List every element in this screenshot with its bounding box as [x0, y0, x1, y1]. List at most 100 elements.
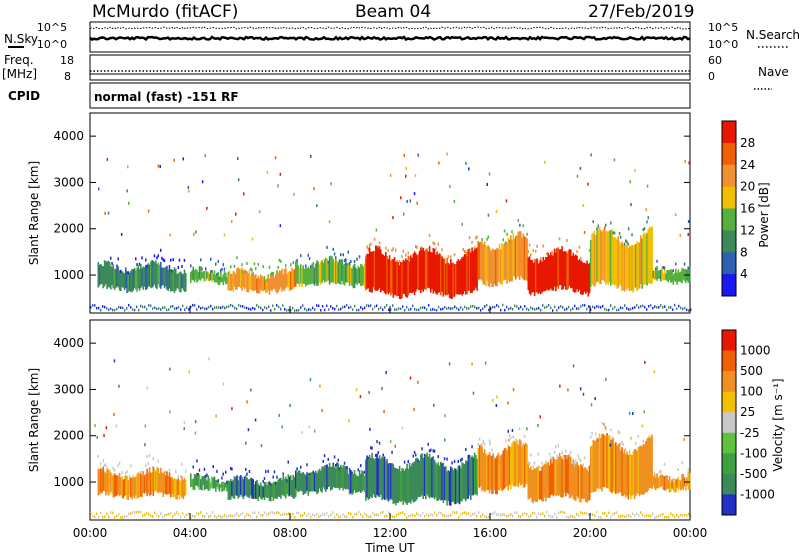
power-near-range-echo	[354, 304, 356, 308]
power-near-range-echo	[114, 308, 116, 312]
power-echo-cell	[112, 264, 115, 289]
power-near-range-echo	[624, 304, 626, 307]
velocity-echo-cell	[435, 462, 437, 498]
power-echo-cell	[180, 271, 182, 293]
power-near-range-echo	[536, 307, 538, 310]
power-near-range-echo	[146, 307, 148, 311]
velocity-echo-cell	[591, 445, 593, 492]
power-echo-cell	[548, 255, 551, 291]
velocity-near-range-echo	[520, 515, 522, 518]
velocity-echo-cell	[602, 434, 605, 487]
velocity-echo-cell	[298, 470, 301, 492]
velocity-echo-cell	[581, 465, 583, 499]
velocity-echo-speckle	[145, 464, 147, 468]
velocity-echo-cell	[542, 465, 545, 502]
power-echo-cell	[333, 261, 336, 283]
power-near-range-echo	[526, 307, 528, 311]
power-echo-cell	[587, 264, 590, 297]
power-echo-cell	[291, 267, 293, 290]
velocity-echo-cell	[170, 477, 172, 498]
velocity-near-range-echo	[584, 511, 586, 515]
power-echo-cell	[510, 235, 512, 282]
velocity-echo-cell	[322, 467, 325, 488]
velocity-near-range-echo	[600, 516, 602, 519]
power-near-range-echo	[118, 306, 120, 309]
power-echo-cell	[613, 237, 616, 286]
velocity-near-range-echo	[472, 512, 474, 516]
power-echo-cell	[421, 249, 423, 290]
power-echo-speckle	[200, 258, 202, 262]
velocity-echo-cell	[675, 479, 677, 493]
velocity-echo-cell	[101, 469, 103, 494]
velocity-echo-cell	[575, 463, 577, 501]
velocity-echo-cell	[117, 475, 120, 495]
power-echo-cell	[632, 245, 635, 293]
velocity-near-range-echo	[666, 516, 668, 519]
power-near-range-echo	[428, 304, 430, 307]
velocity-near-range-echo	[630, 515, 632, 518]
power-echo-cell	[498, 243, 501, 283]
velocity-near-range-echo	[306, 514, 308, 517]
power-sparse-echo	[406, 199, 408, 203]
velocity-echo-speckle	[443, 457, 446, 461]
velocity-echo-speckle	[648, 435, 651, 438]
power-sparse-echo	[277, 184, 279, 188]
power-near-range-echo	[684, 306, 686, 310]
power-echo-speckle	[220, 269, 222, 273]
power-echo-speckle	[378, 241, 381, 245]
velocity-echo-speckle	[192, 465, 194, 469]
velocity-near-range-echo	[160, 512, 162, 515]
power-echo-cell	[385, 251, 387, 295]
velocity-near-range-echo	[270, 511, 272, 514]
velocity-echo-cell	[687, 471, 690, 490]
velocity-echo-cell	[673, 478, 676, 493]
velocity-near-range-echo	[308, 512, 310, 516]
power-echo-cell	[296, 260, 298, 284]
power-echo-cell	[125, 267, 127, 289]
power-echo-cell	[332, 259, 335, 284]
power-echo-speckle	[613, 231, 616, 235]
power-sparse-echo	[582, 204, 584, 207]
power-echo-speckle	[135, 257, 137, 261]
velocity-sparse-echo	[417, 380, 419, 384]
velocity-near-range-echo	[150, 514, 152, 517]
velocity-echo-cell	[356, 475, 358, 493]
velocity-echo-cell	[450, 466, 452, 506]
power-near-range-echo	[196, 308, 198, 311]
freq-tick-top: 18	[60, 54, 74, 67]
velocity-echo-cell	[185, 479, 187, 495]
velocity-echo-speckle	[140, 470, 142, 474]
velocity-echo-speckle	[468, 454, 471, 458]
power-near-range-echo	[542, 304, 544, 307]
power-echo-cell	[140, 264, 142, 289]
power-near-range-echo	[206, 307, 208, 310]
velocity-colorbar-tick: 500	[740, 364, 763, 378]
velocity-echo-speckle	[611, 436, 613, 440]
velocity-near-range-echo	[554, 512, 556, 516]
velocity-echo-cell	[655, 477, 657, 491]
power-echo-cell	[240, 269, 242, 289]
power-sparse-echo	[593, 230, 596, 234]
velocity-near-range-echo	[172, 515, 174, 518]
power-colorbar-tick: 24	[740, 158, 755, 172]
power-echo-cell	[235, 273, 237, 290]
power-echo-cell	[118, 270, 121, 291]
power-echo-cell	[411, 257, 413, 294]
power-near-range-echo	[458, 308, 460, 311]
power-echo-cell	[148, 264, 151, 287]
velocity-near-range-echo	[534, 512, 536, 515]
power-near-range-echo	[232, 304, 234, 308]
velocity-near-range-echo	[336, 513, 338, 516]
power-echo-cell	[466, 255, 468, 295]
velocity-near-range-echo	[634, 514, 636, 517]
power-near-range-echo	[528, 308, 530, 312]
power-echo-cell	[222, 274, 225, 286]
power-echo-cell	[337, 262, 340, 284]
velocity-near-range-echo	[110, 511, 112, 514]
power-echo-cell	[676, 272, 678, 285]
velocity-echo-cell	[525, 442, 527, 484]
velocity-sparse-echo	[572, 364, 575, 368]
power-near-range-echo	[614, 305, 616, 309]
velocity-near-range-echo	[606, 514, 608, 517]
power-echo-cell	[362, 266, 365, 285]
